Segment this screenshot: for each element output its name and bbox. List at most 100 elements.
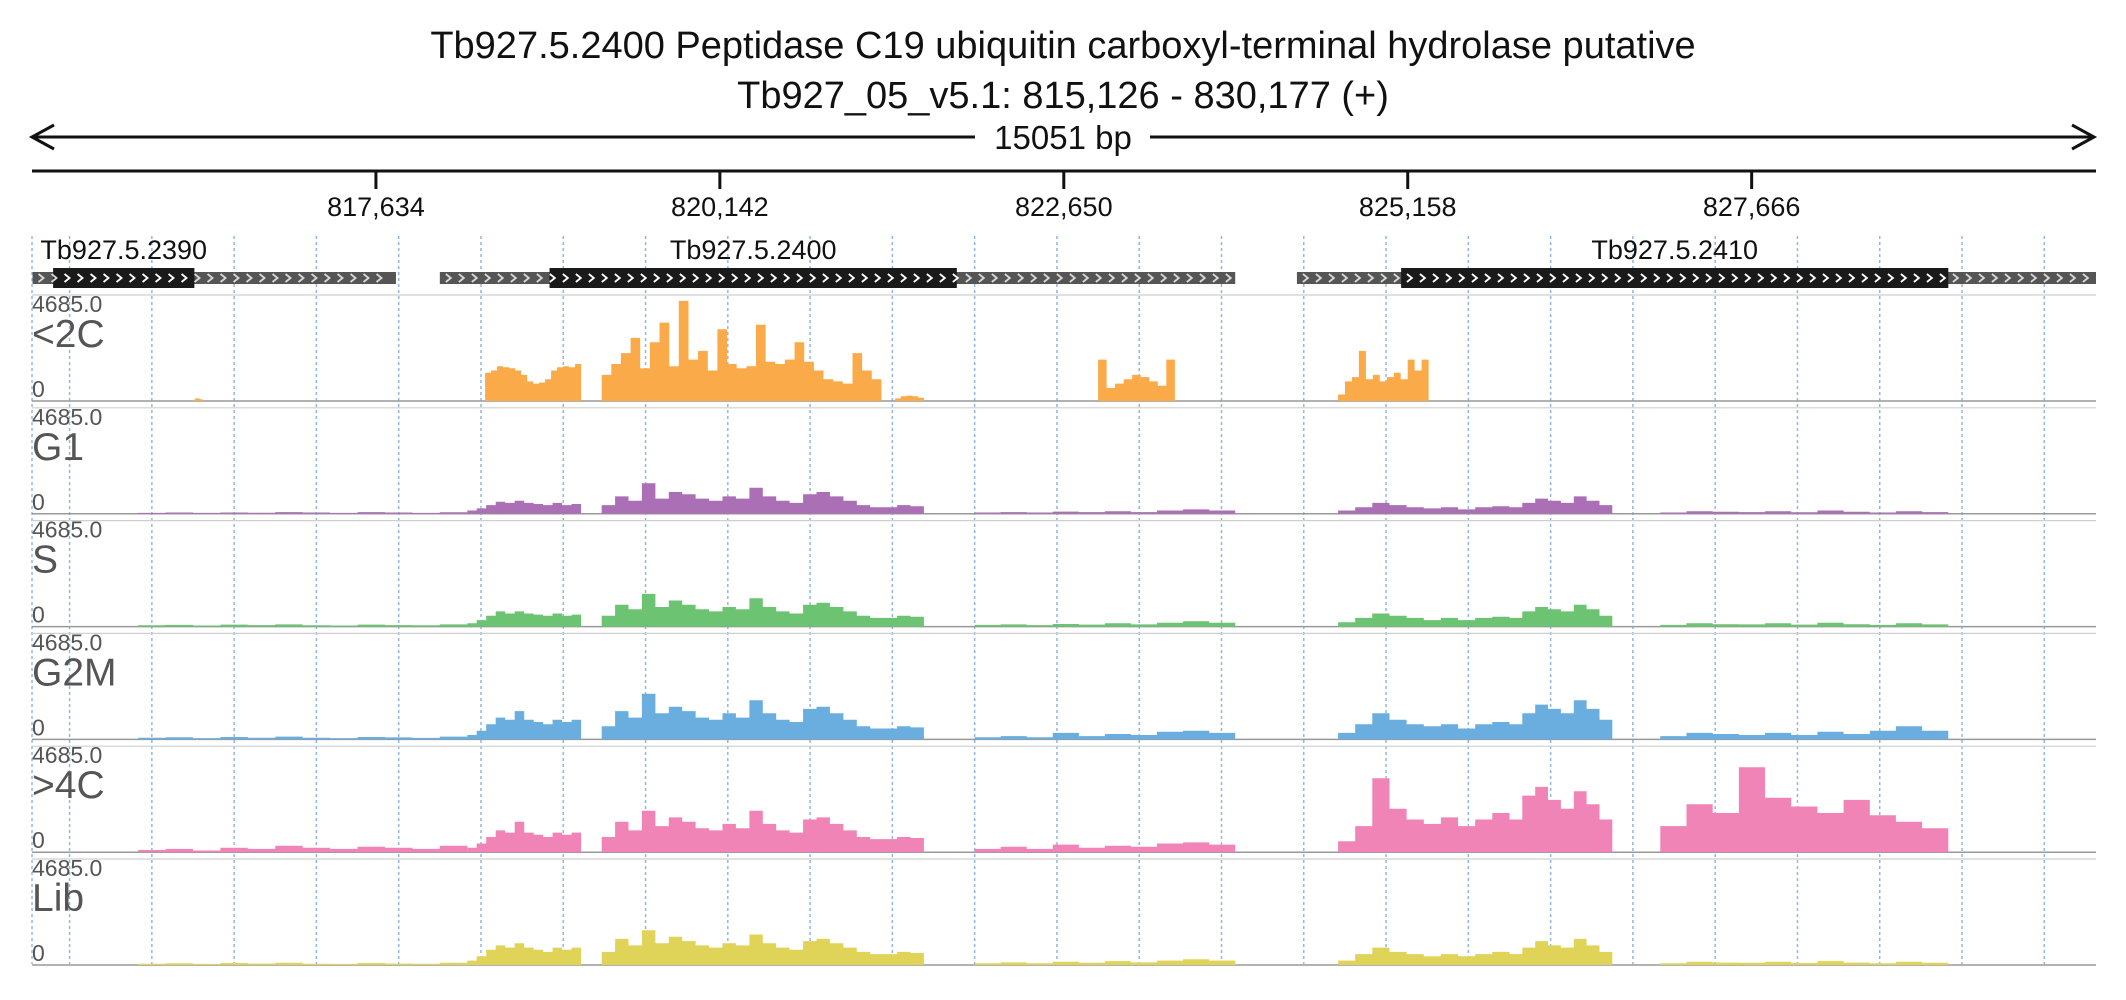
strand-chevron-icon <box>1588 273 1596 283</box>
strand-chevron-icon <box>1121 273 1129 283</box>
strand-chevron-icon <box>510 273 518 283</box>
strand-chevron-icon <box>1627 273 1635 283</box>
strand-chevron-icon <box>536 273 544 283</box>
strand-chevron-icon <box>1406 273 1414 283</box>
strand-chevron-icon <box>362 273 370 283</box>
strand-chevron-icon <box>50 273 58 283</box>
strand-chevron-icon <box>1562 273 1570 283</box>
strand-chevron-icon <box>653 273 661 283</box>
strand-chevron-icon <box>1614 273 1622 283</box>
strand-chevron-icon <box>809 273 817 283</box>
strand-chevron-icon <box>102 273 110 283</box>
strand-chevron-icon <box>1380 273 1388 283</box>
strand-chevron-icon <box>1770 273 1778 283</box>
strand-chevron-icon <box>2082 273 2090 283</box>
strand-chevron-icon <box>744 273 752 283</box>
gene-model[interactable]: Tb927.5.2390 <box>32 235 396 288</box>
track-name-label: >4C <box>32 764 105 807</box>
strand-chevron-icon <box>1913 273 1921 283</box>
strand-chevron-icon <box>1978 273 1986 283</box>
coverage-area <box>1660 961 1949 965</box>
strand-chevron-icon <box>575 273 583 283</box>
strand-chevron-icon <box>1432 273 1440 283</box>
x-tick-label: 822,650 <box>1015 192 1113 222</box>
strand-chevron-icon <box>258 273 266 283</box>
strand-chevron-icon <box>718 273 726 283</box>
strand-chevron-icon <box>1199 273 1207 283</box>
coverage-area <box>138 624 468 627</box>
coverage-area <box>485 364 582 401</box>
strand-chevron-icon <box>1069 273 1077 283</box>
strand-chevron-icon <box>1939 273 1947 283</box>
strand-chevron-icon <box>1315 273 1323 283</box>
strand-chevron-icon <box>1095 273 1103 283</box>
coverage-area <box>974 842 1236 853</box>
strand-chevron-icon <box>848 273 856 283</box>
span-arrow-left-icon <box>28 123 55 151</box>
strand-chevron-icon <box>2017 273 2025 283</box>
gene-model[interactable]: Tb927.5.2410 <box>1296 235 2096 288</box>
strand-chevron-icon <box>297 273 305 283</box>
coverage-area <box>974 959 1236 965</box>
strand-chevron-icon <box>1108 273 1116 283</box>
strand-chevron-icon <box>796 273 804 283</box>
strand-chevron-icon <box>1952 273 1960 283</box>
strand-chevron-icon <box>731 273 739 283</box>
coverage-area <box>601 593 924 627</box>
track-name-label: G2M <box>32 651 117 694</box>
strand-chevron-icon <box>310 273 318 283</box>
chart-subtitle: Tb927_05_v5.1: 815,126 - 830,177 (+) <box>737 75 1389 117</box>
strand-chevron-icon <box>1835 273 1843 283</box>
strand-chevron-icon <box>245 273 253 283</box>
strand-chevron-icon <box>1147 273 1155 283</box>
strand-chevron-icon <box>1225 273 1233 283</box>
coverage-area <box>1098 359 1175 401</box>
strand-chevron-icon <box>1965 273 1973 283</box>
track-scale-max: 4685.0 <box>32 517 102 543</box>
strand-chevron-icon <box>1367 273 1375 283</box>
track-name-label: S <box>32 539 58 582</box>
strand-chevron-icon <box>1874 273 1882 283</box>
strand-chevron-icon <box>1523 273 1531 283</box>
strand-chevron-icon <box>206 273 214 283</box>
strand-chevron-icon <box>1212 273 1220 283</box>
coverage-area <box>601 930 924 965</box>
coverage-area <box>1660 622 1949 627</box>
strand-chevron-icon <box>1718 273 1726 283</box>
strand-chevron-icon <box>1926 273 1934 283</box>
coverage-track: 4685.0 0 G2M <box>32 629 2096 740</box>
strand-chevron-icon <box>1536 273 1544 283</box>
strand-chevron-icon <box>1653 273 1661 283</box>
span-indicator: 15051 bp <box>28 119 2098 156</box>
strand-chevron-icon <box>1757 273 1765 283</box>
strand-chevron-icon <box>1679 273 1687 283</box>
coverage-area <box>601 693 924 740</box>
coverage-area <box>895 395 924 401</box>
strand-chevron-icon <box>549 273 557 283</box>
coverage-area <box>138 736 468 740</box>
coverage-area <box>1660 767 1949 853</box>
coverage-area <box>1338 778 1510 853</box>
gene-model[interactable]: Tb927.5.2400 <box>439 235 1236 288</box>
strand-chevron-icon <box>1160 273 1168 283</box>
strand-chevron-icon <box>1458 273 1466 283</box>
track-name-label: <2C <box>32 313 105 356</box>
coverage-area <box>1660 726 1949 740</box>
strand-chevron-icon <box>37 273 45 283</box>
strand-chevron-icon <box>1991 273 1999 283</box>
strand-chevron-icon <box>991 273 999 283</box>
track-name-label: G1 <box>32 426 84 469</box>
coverage-area <box>1338 713 1510 740</box>
strand-chevron-icon <box>965 273 973 283</box>
strand-chevron-icon <box>627 273 635 283</box>
strand-chevron-icon <box>822 273 830 283</box>
strand-chevron-icon <box>900 273 908 283</box>
strand-chevron-icon <box>679 273 687 283</box>
strand-chevron-icon <box>1692 273 1700 283</box>
coverage-area <box>138 962 468 965</box>
strand-chevron-icon <box>336 273 344 283</box>
track-scale-min: 0 <box>32 489 45 515</box>
coverage-area <box>1338 613 1510 627</box>
gene-label: Tb927.5.2400 <box>670 235 837 265</box>
